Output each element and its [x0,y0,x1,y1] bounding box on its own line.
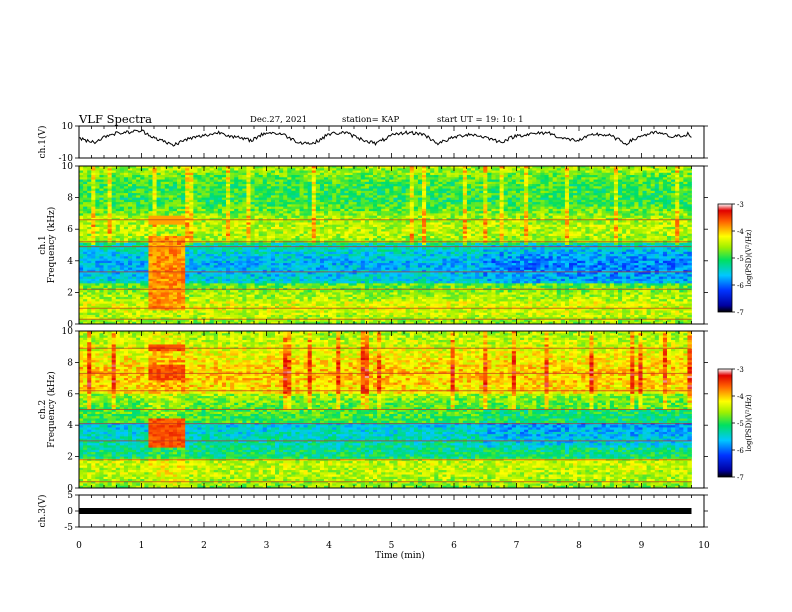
ch2-spectrogram-colorbar-label: log(PSD)(V²/Hz) [745,394,753,451]
ch3-waveform-ytick: 0 [67,507,73,517]
ch3-waveform-ytick: -5 [64,523,73,533]
x-tick-label: 5 [389,541,395,551]
ch2-spectrogram-ytick: 8 [67,358,73,368]
station-label: station= KAP [342,115,399,125]
ch2-spectrogram-colorbar-tick: -6 [737,447,744,455]
ch2-spectrogram-colorbar [717,368,733,478]
ch2-spectrogram-ytick: 0 [67,484,73,494]
x-tick-label: 10 [698,541,710,551]
ch1-spectrogram-colorbar-tick: -4 [737,228,744,236]
ch1-waveform-ytick: -10 [59,154,74,164]
ch2-spectrogram-ylabel: Frequency (kHz) [46,371,57,448]
ch3-waveform-ylabel: ch.3(V) [37,495,48,528]
ch1-waveform-ylabel: ch.1(V) [37,126,48,159]
ch1-spectrogram-ytick: 0 [67,320,73,330]
x-tick-label: 8 [576,541,582,551]
ch2-spectrogram-colorbar-tick: -5 [737,420,744,428]
ch1-spectrogram-ytick: 2 [67,288,73,298]
ch1-spectrogram-colorbar-label: log(PSD)(V²/Hz) [745,229,753,286]
ch1-waveform [78,129,692,147]
ch3-waveform [79,508,692,514]
ch2-spectrogram-colorbar-tick: -7 [737,474,744,482]
x-tick-label: 1 [139,541,145,551]
x-tick-label: 7 [514,541,520,551]
ch1-spectrogram-ytick: 4 [67,257,73,267]
ch3-waveform-line [79,508,692,514]
ch2-spectrogram-ylabel: ch.2 [38,400,48,419]
x-tick-label: 6 [451,541,457,551]
ch3-waveform-ytick: 5 [67,491,73,501]
ch1-spectrogram-ylabel: ch.1 [38,235,48,254]
ch1-spectrogram-colorbar [717,203,733,313]
ch2-spectrogram-colorbar-tick: -3 [737,366,744,374]
ch2-spectrogram-ytick: 4 [67,421,73,431]
start-time-label: start UT = 19: 10: 1 [437,115,524,125]
ch1-spectrogram [79,166,692,325]
ch1-spectrogram-colorbar-tick: -6 [737,282,744,290]
ch1-waveform-ytick: 10 [62,122,74,132]
ch1-spectrogram-colorbar-tick: -5 [737,255,744,263]
ch2-spectrogram-ytick: 2 [67,453,73,463]
ch2-spectrogram-ytick: 10 [62,327,74,337]
chart-title: VLF Spectra [79,112,152,126]
date-label: Dec.27, 2021 [250,115,307,125]
x-tick-label: 0 [76,541,82,551]
ch1-spectrogram-ytick: 8 [67,194,73,204]
x-tick-label: 4 [326,541,332,551]
x-tick-label: 9 [639,541,645,551]
x-axis-label: Time (min) [375,550,425,561]
ch1-waveform-line [78,129,692,147]
x-tick-label: 3 [264,541,270,551]
ch1-spectrogram-colorbar-tick: -3 [737,201,744,209]
ch2-spectrogram-colorbar-tick: -4 [737,393,744,401]
ch2-spectrogram-ytick: 6 [67,390,73,400]
ch1-spectrogram-ylabel: Frequency (kHz) [46,207,57,284]
ch1-spectrogram-colorbar-tick: -7 [737,309,744,317]
x-tick-label: 2 [201,541,207,551]
ch1-spectrogram-ytick: 10 [62,162,74,172]
ch2-spectrogram [79,331,692,489]
ch1-spectrogram-ytick: 6 [67,225,73,235]
